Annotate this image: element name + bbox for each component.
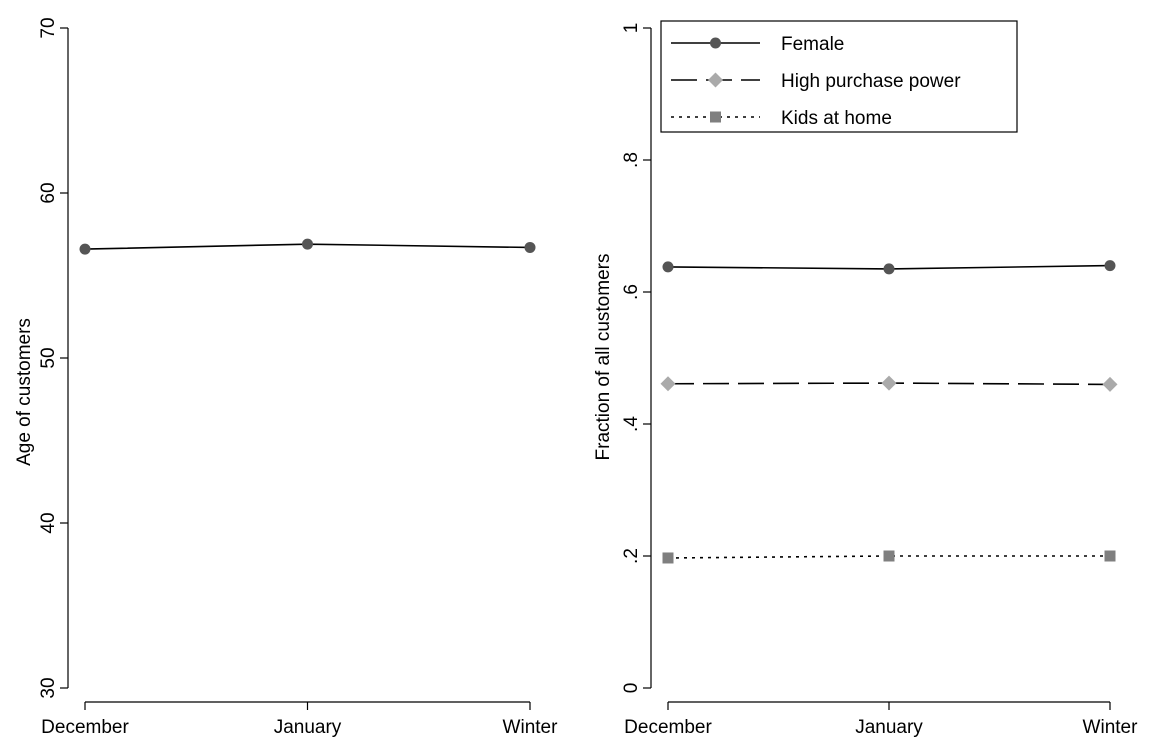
x-tick-label: January	[274, 717, 342, 738]
y-axis-title: Fraction of all customers	[593, 254, 614, 461]
chart-panel-1: 30 40 50 60 70 December January Winter Age of cu…	[14, 17, 558, 738]
y-tick-label: 40	[38, 512, 59, 533]
data-point	[1102, 376, 1118, 392]
legend-marker	[708, 72, 723, 88]
y-tick-label: 70	[38, 17, 59, 38]
data-point	[524, 241, 536, 253]
x-tick-label: Winter	[503, 717, 559, 738]
data-point	[883, 263, 895, 275]
data-point	[79, 243, 91, 255]
legend: Female High purchase power Kids at home	[660, 20, 1018, 133]
data-point	[660, 376, 676, 392]
legend-label: High purchase power	[781, 71, 961, 92]
y-tick-label: 0	[621, 683, 642, 694]
data-point	[662, 552, 674, 564]
data-point	[1104, 550, 1116, 562]
y-tick-label: 60	[38, 182, 59, 203]
y-tick-label: 1	[621, 23, 642, 34]
data-point	[302, 238, 313, 250]
legend-label: Female	[781, 34, 844, 55]
y-tick-label: .4	[621, 416, 642, 432]
y-tick-label: .8	[621, 152, 642, 168]
y-tick-label: 50	[38, 347, 59, 368]
y-axis-title: Age of customers	[14, 318, 35, 466]
series-line-3	[667, 555, 1110, 559]
x-tick-label: December	[624, 717, 712, 738]
y-tick-label: 30	[38, 677, 59, 698]
data-point	[1104, 260, 1116, 272]
chart-panel-2: 0 .2 .4 .6 .8 1 December January Winter Fraction …	[593, 20, 1139, 738]
data-point	[881, 375, 897, 391]
x-tick-label: December	[41, 717, 129, 738]
data-point	[662, 261, 674, 273]
x-tick-label: January	[855, 717, 923, 738]
x-tick-label: Winter	[1083, 717, 1139, 738]
y-tick-label: .2	[621, 548, 642, 564]
data-point	[883, 550, 895, 562]
legend-marker	[710, 37, 721, 49]
legend-marker	[710, 111, 721, 123]
y-tick-label: .6	[621, 284, 642, 300]
legend-label: Kids at home	[781, 108, 892, 129]
